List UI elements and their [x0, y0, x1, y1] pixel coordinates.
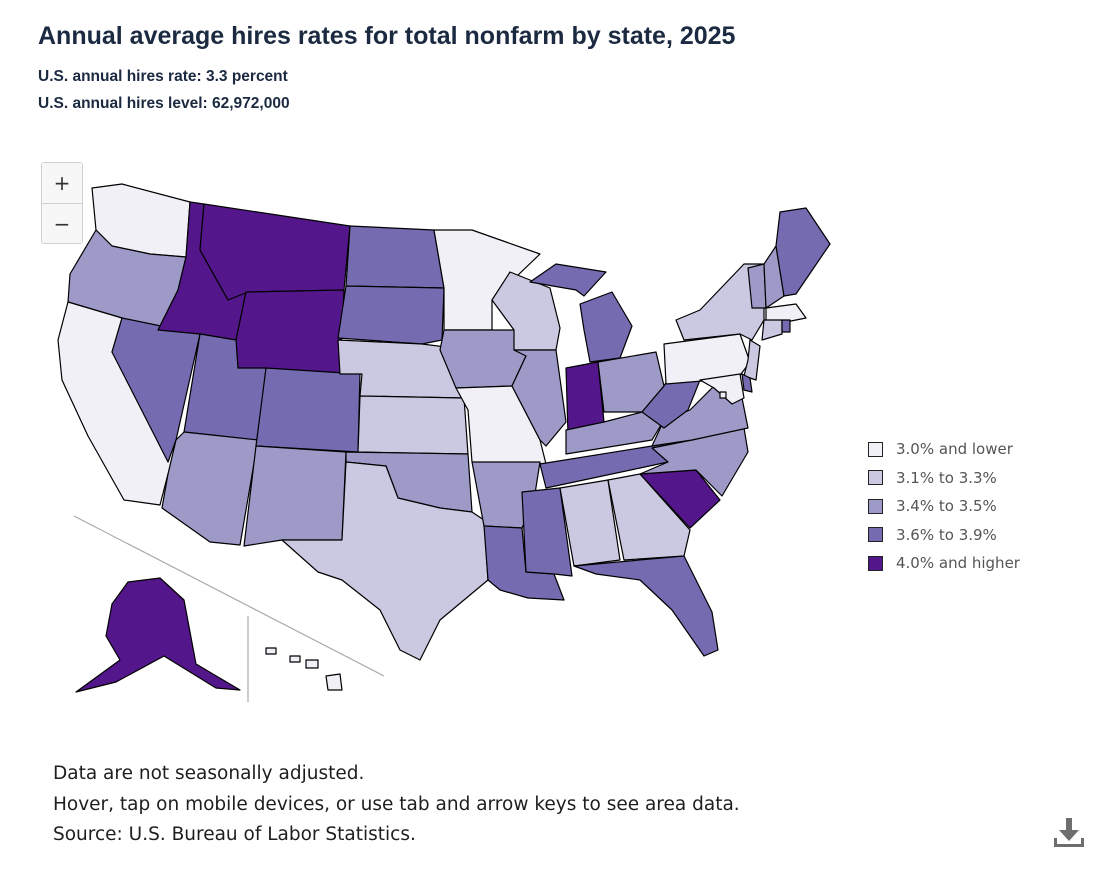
legend-swatch — [868, 498, 883, 514]
state-mn[interactable] — [433, 229, 541, 331]
zoom-in-button[interactable]: + — [42, 163, 82, 203]
zoom-out-button[interactable]: − — [42, 203, 82, 243]
legend-swatch — [868, 527, 883, 543]
legend-label: 3.6% to 3.9% — [896, 525, 997, 544]
note-seasonal: Data are not seasonally adjusted. — [53, 763, 365, 784]
legend-swatch — [868, 441, 883, 457]
state-ga[interactable] — [607, 473, 691, 561]
state-mt[interactable] — [199, 203, 351, 301]
legend-label: 3.0% and lower — [896, 440, 1013, 459]
state-tx[interactable] — [281, 461, 489, 661]
legend-swatch — [868, 555, 883, 571]
state-de[interactable] — [741, 373, 753, 393]
state-md[interactable] — [699, 373, 745, 405]
chart-title: Annual average hires rates for total non… — [38, 22, 736, 50]
state-co[interactable] — [255, 367, 361, 453]
state-nd[interactable] — [345, 225, 445, 289]
legend-label: 4.0% and higher — [896, 554, 1020, 573]
state-ma[interactable] — [765, 303, 807, 323]
state-ia[interactable] — [439, 329, 527, 389]
state-az[interactable] — [161, 431, 259, 546]
legend-label: 3.1% to 3.3% — [896, 468, 997, 487]
state-sd[interactable] — [337, 285, 445, 345]
legend-label: 3.4% to 3.5% — [896, 497, 997, 516]
source-note: Source: U.S. Bureau of Labor Statistics. — [53, 824, 416, 845]
state-ct[interactable] — [761, 319, 783, 341]
legend-item[interactable]: 3.0% and lower — [868, 435, 1020, 464]
state-il[interactable] — [511, 349, 567, 447]
state-ak[interactable] — [75, 577, 241, 693]
legend-item[interactable]: 3.6% to 3.9% — [868, 521, 1020, 550]
download-icon[interactable] — [1052, 816, 1086, 850]
state-la[interactable] — [483, 525, 565, 601]
us-hires-rate: U.S. annual hires rate: 3.3 percent — [38, 68, 288, 85]
state-ri[interactable] — [781, 319, 791, 333]
map-legend: 3.0% and lower 3.1% to 3.3% 3.4% to 3.5%… — [868, 435, 1020, 578]
state-me[interactable] — [775, 207, 831, 297]
state-nm[interactable] — [243, 445, 347, 547]
state-fl[interactable] — [573, 555, 719, 657]
state-al[interactable] — [559, 479, 621, 567]
note-interaction: Hover, tap on mobile devices, or use tab… — [53, 794, 740, 815]
map-notes: Data are not seasonally adjusted. Hover,… — [53, 758, 740, 820]
state-wi[interactable] — [491, 271, 561, 351]
legend-item[interactable]: 3.4% to 3.5% — [868, 492, 1020, 521]
state-wy[interactable] — [235, 289, 345, 375]
legend-swatch — [868, 470, 883, 486]
state-hi[interactable] — [265, 647, 343, 691]
zoom-control: + − — [41, 162, 83, 244]
legend-item[interactable]: 3.1% to 3.3% — [868, 464, 1020, 493]
state-dc[interactable] — [719, 391, 727, 399]
state-ms[interactable] — [521, 487, 573, 577]
state-ks[interactable] — [357, 395, 469, 455]
legend-item[interactable]: 4.0% and higher — [868, 549, 1020, 578]
us-hires-level: U.S. annual hires level: 62,972,000 — [38, 95, 290, 112]
us-state-map — [57, 183, 831, 702]
